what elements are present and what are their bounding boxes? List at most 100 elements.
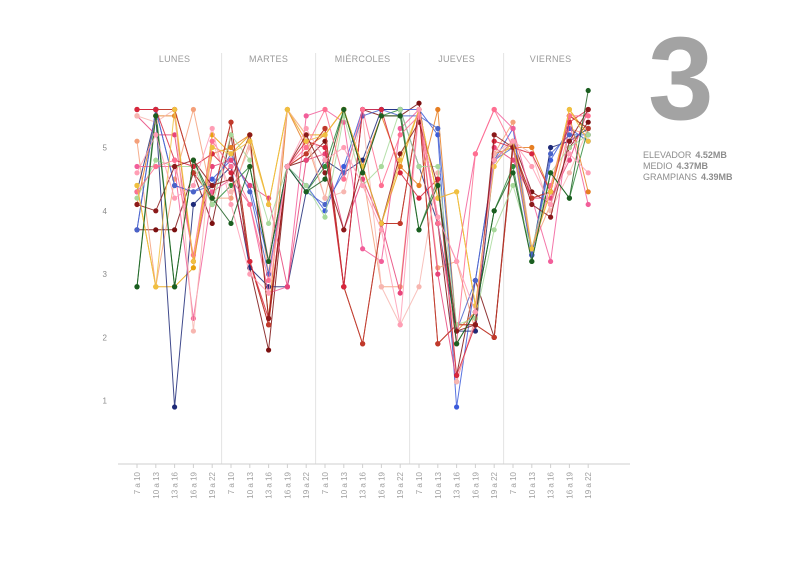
y-tick-label: 3 xyxy=(103,270,108,279)
data-point xyxy=(416,100,422,106)
stat-row: ELEVADOR 4.52MB xyxy=(643,150,733,161)
x-tick-label: 16 a 19 xyxy=(565,471,574,498)
data-point xyxy=(303,157,309,163)
data-point xyxy=(153,157,159,163)
data-point xyxy=(548,189,554,195)
data-point xyxy=(472,309,478,315)
data-point xyxy=(491,227,497,233)
series xyxy=(134,106,591,328)
data-point xyxy=(209,176,215,182)
data-point xyxy=(435,132,441,138)
data-point xyxy=(228,163,234,170)
data-point xyxy=(303,113,309,119)
data-point xyxy=(435,163,441,170)
data-point xyxy=(566,151,573,157)
data-point xyxy=(322,144,328,151)
data-point xyxy=(247,138,253,144)
y-tick-label: 1 xyxy=(103,397,108,406)
data-point xyxy=(303,144,309,151)
data-point xyxy=(435,125,441,132)
data-point xyxy=(341,227,347,233)
x-tick-label: 16 a 19 xyxy=(377,471,386,498)
data-point xyxy=(360,170,366,176)
x-tick-label: 13 a 16 xyxy=(547,471,556,498)
data-point xyxy=(153,132,159,138)
data-point xyxy=(322,163,328,170)
data-point xyxy=(378,258,384,265)
data-point xyxy=(247,201,253,208)
data-point xyxy=(341,176,347,182)
x-tick-label: 16 a 19 xyxy=(283,471,292,498)
data-point xyxy=(190,157,196,163)
series xyxy=(134,106,591,347)
y-tick-label: 4 xyxy=(103,207,108,216)
data-point xyxy=(172,132,178,138)
data-point xyxy=(491,106,497,113)
data-point xyxy=(416,195,422,201)
data-point xyxy=(397,125,403,132)
data-point xyxy=(341,106,347,113)
data-point xyxy=(510,125,516,132)
stat-label: GRAMPIANS xyxy=(643,172,698,182)
day-label: LUNES xyxy=(159,54,191,64)
data-point xyxy=(397,322,403,328)
data-point xyxy=(548,144,554,151)
data-point xyxy=(360,182,366,189)
data-point xyxy=(134,227,140,233)
series xyxy=(134,106,591,334)
data-point xyxy=(360,246,366,252)
data-point xyxy=(585,119,591,125)
data-point xyxy=(247,132,253,138)
x-tick-label: 16 a 19 xyxy=(189,471,198,498)
data-point xyxy=(566,106,573,113)
data-point xyxy=(303,189,309,195)
x-tick-label: 13 a 16 xyxy=(171,471,180,498)
data-point xyxy=(585,201,591,208)
data-point xyxy=(134,138,140,144)
data-point xyxy=(266,347,272,353)
data-point xyxy=(209,195,215,201)
data-point xyxy=(566,138,573,144)
data-point xyxy=(153,284,159,290)
data-point xyxy=(228,119,234,125)
data-point xyxy=(585,125,591,132)
data-point xyxy=(228,176,234,182)
data-point xyxy=(209,163,215,170)
data-point xyxy=(397,220,403,227)
data-point xyxy=(416,227,422,233)
data-point xyxy=(153,227,159,233)
data-point xyxy=(435,271,441,277)
data-point xyxy=(585,132,591,138)
x-tick-label: 19 a 22 xyxy=(490,471,499,498)
data-point xyxy=(153,113,159,119)
x-tick-label: 10 a 13 xyxy=(434,471,443,498)
data-point xyxy=(585,106,591,113)
x-tick-label: 19 a 22 xyxy=(396,471,405,498)
data-point xyxy=(134,113,140,119)
x-tick-label: 13 a 16 xyxy=(453,471,462,498)
data-point xyxy=(209,220,215,227)
data-point xyxy=(454,341,460,347)
data-point xyxy=(397,113,403,119)
data-point xyxy=(303,138,309,144)
series-line xyxy=(136,109,589,408)
day-label: JUEVES xyxy=(438,54,475,64)
data-point xyxy=(322,157,328,163)
data-point xyxy=(378,284,384,290)
x-tick-label: 10 a 13 xyxy=(340,471,349,498)
x-tick-label: 7 a 10 xyxy=(321,471,330,494)
data-point xyxy=(341,144,347,151)
data-point xyxy=(303,182,309,189)
data-point xyxy=(172,404,178,410)
x-axis: 7 a 10 10 a 13 13 a 16 16 a 19 19 a 22 7 a 10… xyxy=(118,463,630,499)
data-point xyxy=(172,182,178,189)
data-point xyxy=(322,106,328,113)
day-dividers xyxy=(221,53,505,464)
data-point xyxy=(172,195,178,201)
data-point xyxy=(548,170,554,176)
data-point xyxy=(566,157,573,163)
data-point xyxy=(172,284,178,290)
data-point xyxy=(266,290,272,296)
data-point xyxy=(266,220,272,227)
data-point xyxy=(397,151,403,157)
